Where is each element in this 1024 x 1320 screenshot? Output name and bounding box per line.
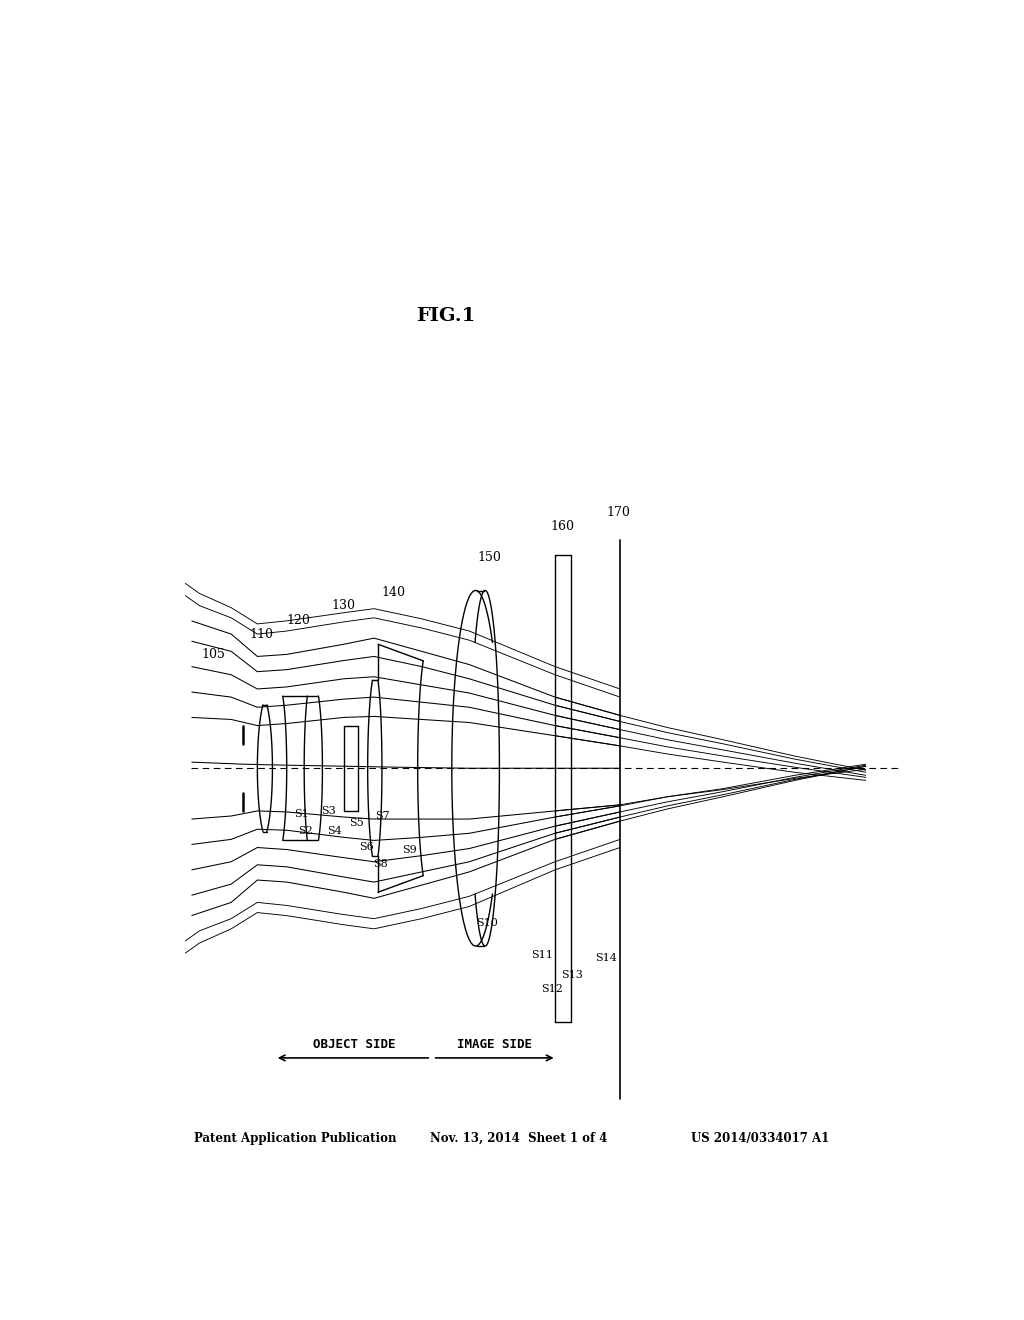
Text: 150: 150 — [477, 552, 501, 565]
Text: S14: S14 — [595, 953, 616, 964]
Text: S1: S1 — [294, 809, 308, 818]
Text: S3: S3 — [322, 807, 336, 816]
Text: Nov. 13, 2014  Sheet 1 of 4: Nov. 13, 2014 Sheet 1 of 4 — [430, 1133, 607, 1146]
Text: S8: S8 — [373, 859, 388, 869]
Text: S4: S4 — [327, 826, 342, 837]
Text: 160: 160 — [551, 520, 574, 533]
Text: IMAGE SIDE: IMAGE SIDE — [457, 1039, 532, 1051]
Text: S11: S11 — [531, 950, 553, 960]
Text: S5: S5 — [349, 818, 364, 828]
Text: OBJECT SIDE: OBJECT SIDE — [313, 1039, 395, 1051]
Text: Patent Application Publication: Patent Application Publication — [194, 1133, 396, 1146]
Text: S6: S6 — [358, 842, 374, 851]
Text: S13: S13 — [561, 970, 584, 979]
Text: S2: S2 — [298, 826, 313, 837]
Text: FIG.1: FIG.1 — [416, 308, 475, 325]
Text: S10: S10 — [476, 917, 498, 928]
Text: US 2014/0334017 A1: US 2014/0334017 A1 — [691, 1133, 829, 1146]
Text: 105: 105 — [202, 648, 225, 661]
Text: S9: S9 — [402, 845, 417, 854]
Text: S7: S7 — [375, 810, 389, 821]
Text: 110: 110 — [249, 627, 273, 640]
Text: 170: 170 — [606, 506, 631, 519]
Text: 120: 120 — [287, 614, 310, 627]
Text: S12: S12 — [541, 983, 563, 994]
Text: 130: 130 — [332, 599, 356, 612]
Text: 140: 140 — [382, 586, 406, 599]
